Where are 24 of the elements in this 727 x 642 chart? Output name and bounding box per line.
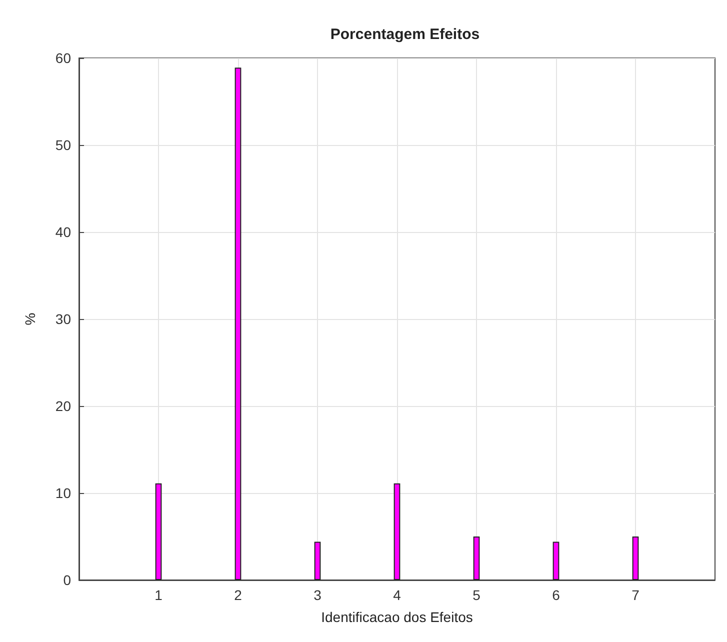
- y-tick-label: 50: [55, 137, 72, 153]
- bar: [394, 483, 400, 580]
- bar: [155, 483, 162, 580]
- y-tick-label: 0: [63, 572, 72, 588]
- bar: [552, 542, 560, 580]
- x-tick-label: 6: [552, 587, 560, 603]
- x-tick-label: 4: [393, 587, 402, 603]
- x-axis-title: Identificacao dos Efeitos: [321, 609, 473, 625]
- bar: [473, 536, 480, 580]
- y-tick-label: 20: [55, 398, 72, 414]
- x-tick-label: 5: [472, 587, 481, 603]
- bar: [314, 542, 321, 580]
- bar: [632, 536, 639, 580]
- x-tick-label: 2: [234, 587, 242, 603]
- y-tick-label: 30: [55, 311, 72, 327]
- y-tick-label: 10: [55, 485, 72, 501]
- y-axis-title: %: [22, 312, 38, 326]
- y-tick-label: 40: [55, 224, 72, 240]
- x-tick-label: 3: [314, 587, 322, 603]
- y-tick-label: 60: [55, 50, 72, 66]
- chart-title: Porcentagem Efeitos: [330, 26, 480, 43]
- x-tick-label: 7: [632, 587, 640, 603]
- x-tick-label: 1: [154, 587, 163, 603]
- bar: [234, 68, 242, 580]
